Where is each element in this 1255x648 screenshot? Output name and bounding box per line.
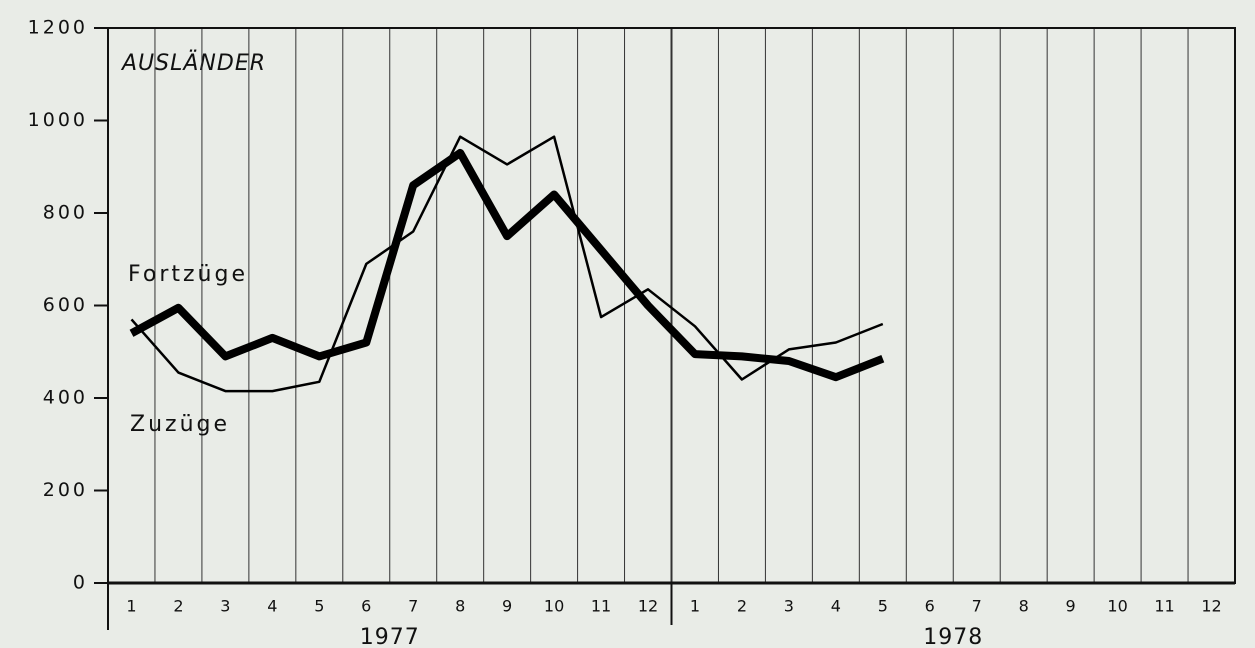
x-tick-label: 8: [455, 597, 465, 616]
x-tick-label: 6: [925, 597, 935, 616]
x-tick-label: 5: [878, 597, 888, 616]
y-tick-label: 400: [43, 387, 88, 409]
series-label: Fortzüge: [128, 262, 248, 287]
series-line: [130, 135, 884, 393]
x-tick-label: 3: [220, 597, 230, 616]
x-tick-label: 7: [408, 597, 418, 616]
x-tick-label: 3: [784, 597, 794, 616]
x-tick-label: 12: [638, 597, 658, 616]
series-line: [129, 148, 885, 382]
x-tick-label: 10: [1107, 597, 1127, 616]
x-tick-label: 12: [1201, 597, 1221, 616]
y-tick-label: 800: [43, 202, 88, 224]
x-tick-label: 8: [1019, 597, 1029, 616]
year-label: 1978: [923, 625, 983, 648]
year-label: 1977: [360, 625, 420, 648]
x-tick-label: 7: [972, 597, 982, 616]
x-tick-label: 1: [126, 597, 136, 616]
chart-title: AUSLÄNDER: [120, 50, 266, 76]
series-label: Zuzüge: [130, 412, 230, 437]
y-tick-label: 1000: [28, 109, 88, 131]
x-tick-label: 2: [737, 597, 747, 616]
x-tick-label: 6: [361, 597, 371, 616]
x-tick-label: 11: [591, 597, 611, 616]
x-tick-label: 11: [1154, 597, 1174, 616]
x-tick-label: 5: [314, 597, 324, 616]
x-tick-label: 4: [267, 597, 277, 616]
y-tick-label: 200: [43, 479, 88, 501]
y-tick-label: 0: [73, 572, 88, 594]
x-tick-label: 10: [544, 597, 564, 616]
x-tick-label: 9: [1066, 597, 1076, 616]
x-tick-label: 4: [831, 597, 841, 616]
y-tick-label: 600: [43, 294, 88, 316]
x-tick-label: 2: [173, 597, 183, 616]
y-tick-label: 1200: [28, 17, 88, 39]
x-tick-label: 9: [502, 597, 512, 616]
x-tick-label: 1: [690, 597, 700, 616]
